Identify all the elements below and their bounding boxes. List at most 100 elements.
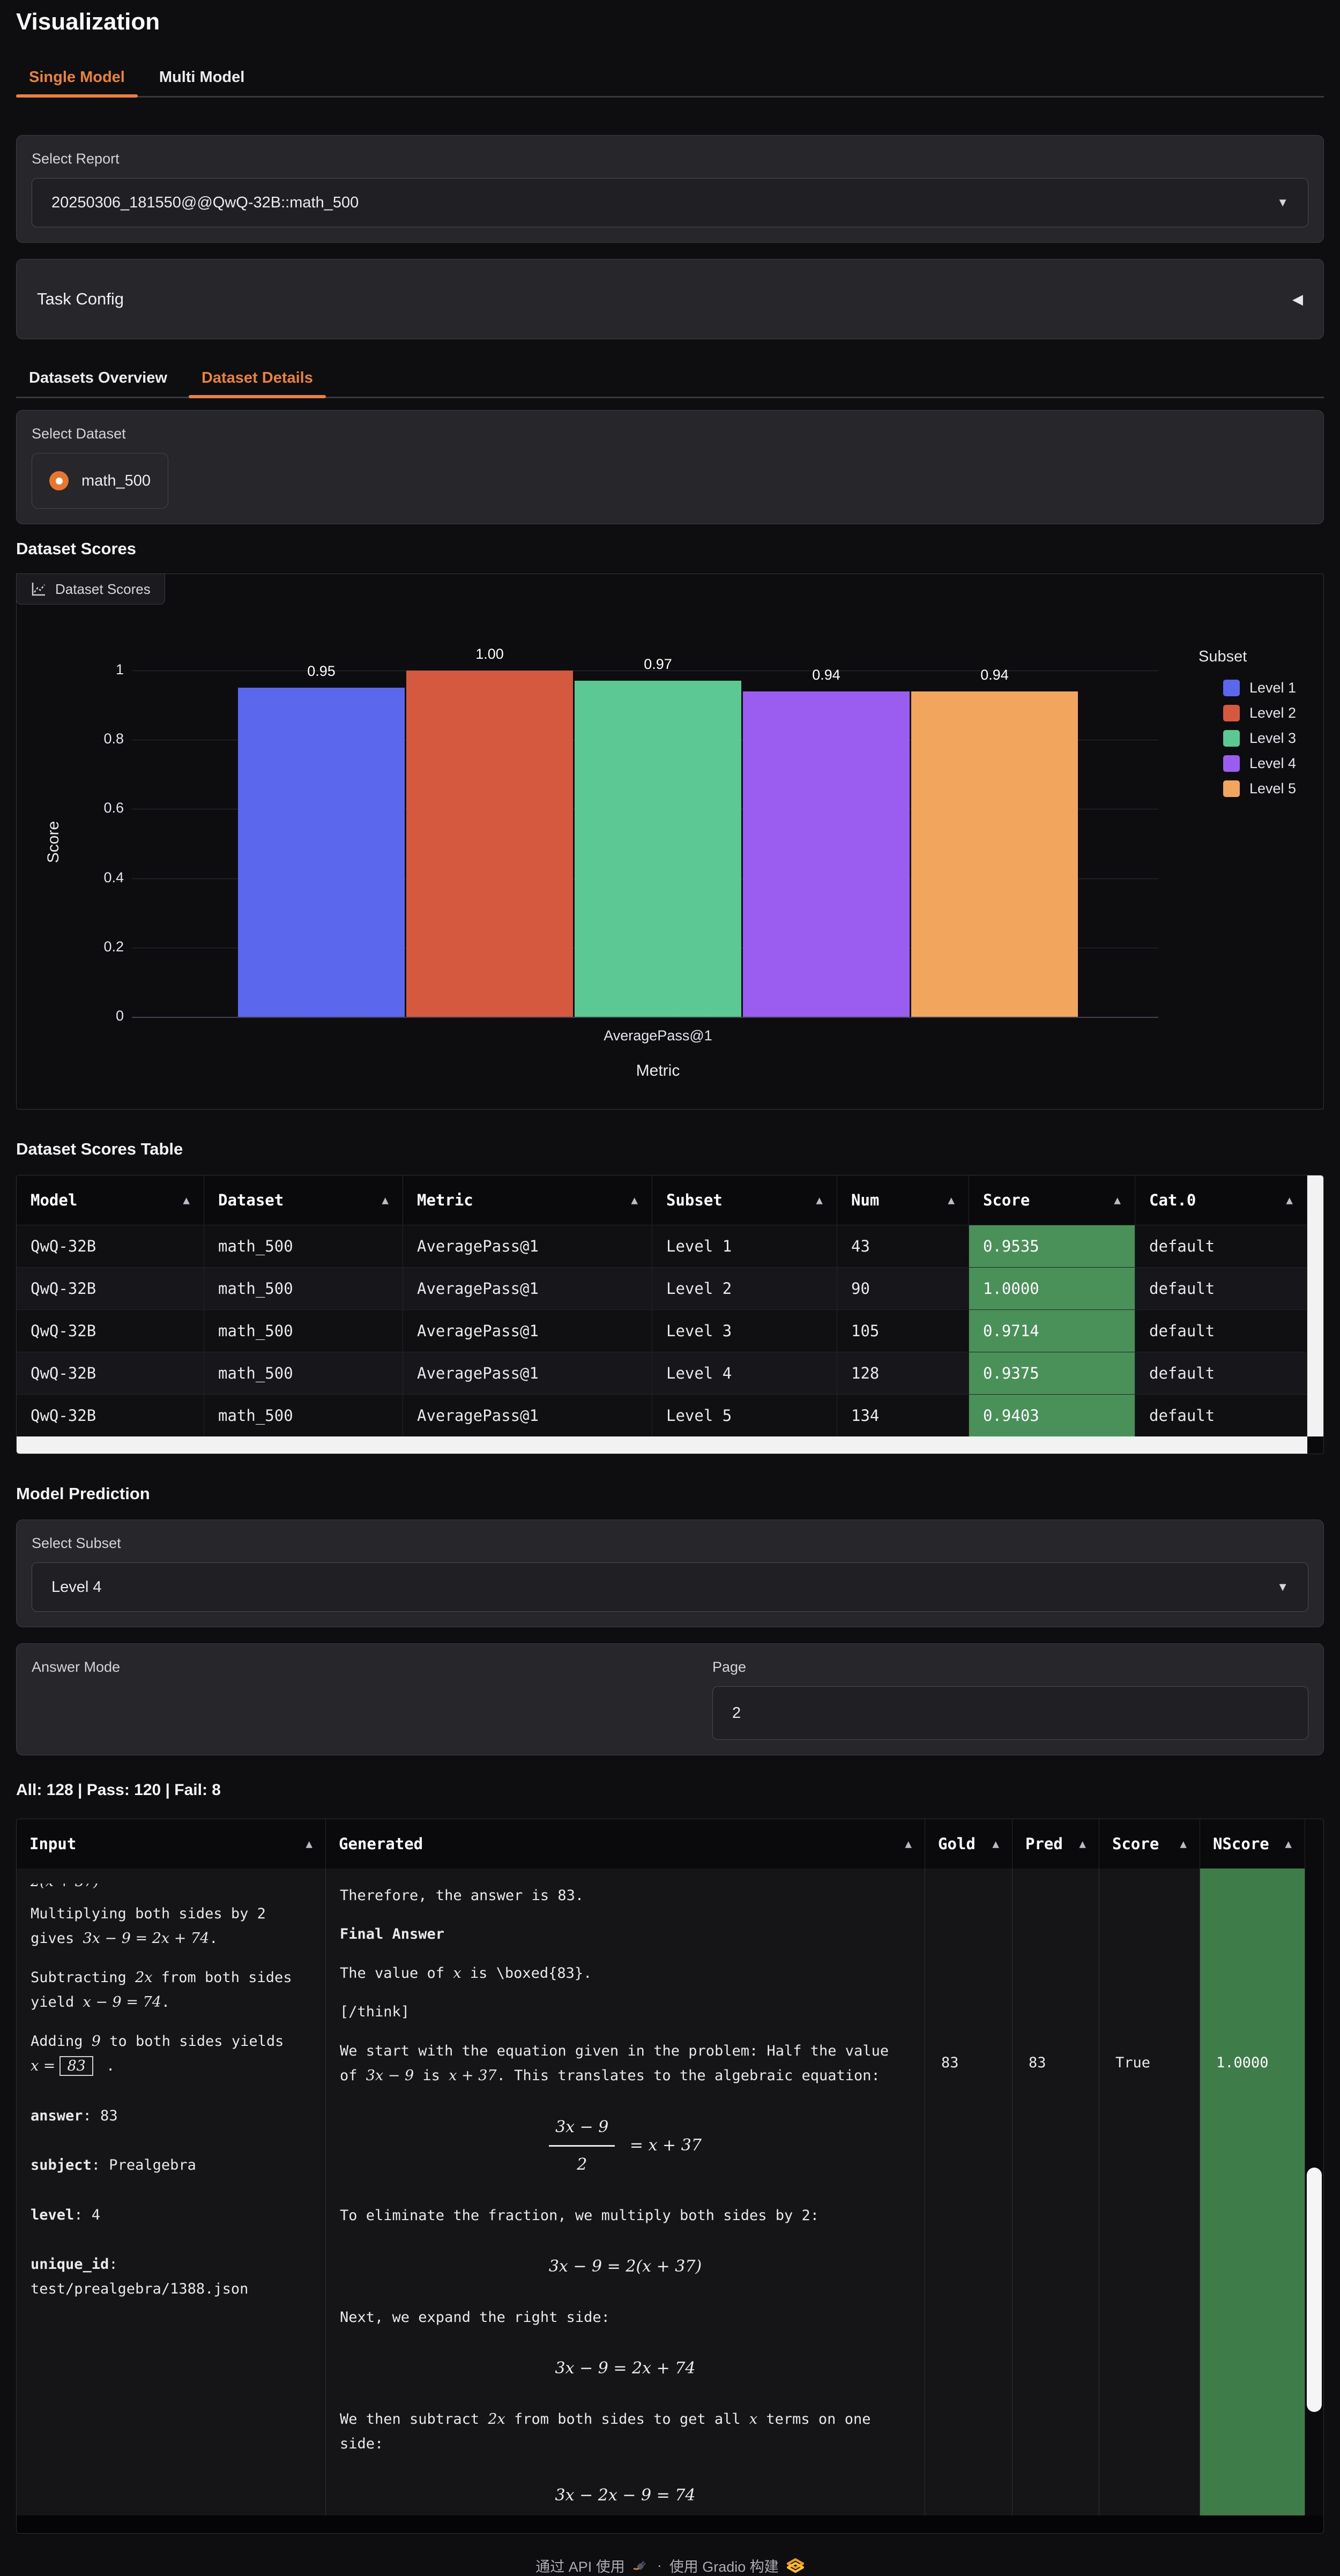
paragraph: Adding 9 to both sides yields x = 83 .	[31, 2029, 311, 2079]
math-span: x − 9 = 74	[83, 1994, 161, 2011]
report-dropdown[interactable]: 20250306_181550@@QwQ-32B::math_500 ▼	[32, 178, 1308, 227]
table-cell: default	[1135, 1394, 1307, 1436]
tab-multi-model[interactable]: Multi Model	[159, 69, 245, 86]
vertical-scrollbar[interactable]	[1307, 1175, 1323, 1436]
legend-swatch	[1223, 680, 1240, 696]
text-span: .	[97, 2058, 115, 2075]
legend-item[interactable]: Level 1	[1198, 675, 1296, 701]
legend-label: Level 4	[1249, 755, 1297, 771]
math-span: 3x − 9	[366, 2067, 414, 2084]
sort-arrow-icon: ▲	[1286, 1194, 1293, 1207]
legend-item[interactable]: Level 4	[1198, 751, 1296, 776]
text-span: terms on one side:	[340, 2410, 871, 2453]
column-header-pred[interactable]: Pred ▲	[1013, 1819, 1099, 1868]
horizontal-scrollbar-track[interactable]	[17, 2515, 1323, 2533]
page-input[interactable]	[712, 1686, 1308, 1740]
gold-cell: 83	[925, 1868, 1013, 2515]
paragraph: Multiplying both sides by 2 gives 3x − 9…	[31, 1902, 311, 1952]
table-cell: 105	[837, 1309, 969, 1352]
table-cell: AveragePass@1	[403, 1394, 652, 1436]
column-header-model[interactable]: Model ▲	[17, 1175, 204, 1225]
table-cell: AveragePass@1	[403, 1352, 652, 1394]
column-header-label: Gold	[938, 1835, 976, 1853]
table-cell: Level 4	[652, 1352, 837, 1394]
legend-label: Level 5	[1249, 780, 1297, 796]
task-config-accordion[interactable]: Task Config ◀	[16, 259, 1324, 339]
tab-dataset-details[interactable]: Dataset Details	[188, 361, 326, 398]
numerator: 3x − 9	[549, 2113, 615, 2147]
select-subset-label: Select Subset	[32, 1535, 121, 1551]
table-cell: Level 2	[652, 1267, 837, 1309]
value-span: : 4	[74, 2206, 101, 2223]
column-header-cat0[interactable]: Cat.0 ▲	[1135, 1175, 1307, 1225]
scrollbar-corner	[1307, 1436, 1323, 1454]
tab-datasets-overview[interactable]: Datasets Overview	[29, 369, 167, 386]
column-header-gold[interactable]: Gold ▲	[925, 1819, 1013, 1868]
column-header-score[interactable]: Score ▲	[1099, 1819, 1200, 1868]
dataset-tabs: Datasets Overview Dataset Details	[16, 361, 1324, 398]
legend-swatch	[1223, 780, 1240, 797]
text-span: . This translates to the algebraic equat…	[496, 2067, 880, 2084]
chart-legend: Subset Level 1 Level 2 Level 3 Level 4 Level …	[1198, 648, 1296, 801]
model-prediction-heading: Model Prediction	[16, 1484, 150, 1503]
plug-icon	[633, 2560, 646, 2570]
tab-single-model[interactable]: Single Model	[16, 60, 138, 98]
key-value-line: answer: 83	[31, 2104, 311, 2128]
legend-swatch	[1223, 755, 1240, 772]
y-axis-tick: 0.6	[103, 800, 124, 816]
column-header-nscore[interactable]: NScore ▲	[1200, 1819, 1305, 1868]
column-header-metric[interactable]: Metric ▲	[403, 1175, 652, 1225]
subset-dropdown[interactable]: Level 4 ▼	[32, 1562, 1308, 1612]
denominator: 2	[577, 2155, 587, 2175]
y-axis-tick: 1	[115, 661, 124, 677]
select-subset-panel: Select Subset Level 4 ▼	[16, 1520, 1324, 1627]
text-span: To eliminate the fraction, we multiply b…	[340, 2207, 820, 2224]
table-cell: Level 1	[652, 1225, 837, 1267]
sort-arrow-icon: ▲	[1285, 1837, 1292, 1850]
legend-item[interactable]: Level 2	[1198, 701, 1296, 726]
horizontal-scrollbar[interactable]	[17, 1436, 1307, 1454]
legend-item[interactable]: Level 5	[1198, 776, 1296, 801]
text-span: The value of	[340, 1964, 453, 1982]
legend-item[interactable]: Level 3	[1198, 726, 1296, 751]
accordion-collapse-icon: ◀	[1292, 291, 1303, 307]
footer-separator: ·	[657, 2557, 662, 2573]
chart-bar-level-4	[743, 691, 910, 1017]
column-header-generated[interactable]: Generated ▲	[326, 1819, 925, 1868]
table-cell: QwQ-32B	[17, 1267, 204, 1309]
column-header-score[interactable]: Score ▲	[969, 1175, 1135, 1225]
report-dropdown-value: 20250306_181550@@QwQ-32B::math_500	[51, 193, 359, 211]
column-header-label: Input	[29, 1835, 77, 1853]
table-cell: QwQ-32B	[17, 1352, 204, 1394]
select-report-label: Select Report	[32, 151, 120, 167]
sort-arrow-icon: ▲	[992, 1837, 999, 1850]
key-span: level	[31, 2206, 75, 2223]
select-dataset-label: Select Dataset	[32, 426, 126, 442]
chart-bar-level-1	[238, 688, 405, 1017]
table-cell: QwQ-32B	[17, 1394, 204, 1436]
column-header-label: Num	[851, 1191, 880, 1209]
key-span: unique_id	[31, 2255, 109, 2273]
table-cell: default	[1135, 1309, 1307, 1352]
text-span: We start with the equation given in the …	[340, 2042, 889, 2084]
text-span: Multiplying both sides by 2 gives	[31, 1905, 266, 1947]
sort-arrow-icon: ▲	[631, 1194, 638, 1207]
text-span: Therefore, the answer is 83.	[340, 1887, 584, 1904]
paragraph: Subtracting 2x from both sides yield x −…	[31, 1965, 311, 2015]
vertical-scrollbar-track[interactable]	[1305, 1819, 1323, 2515]
math-span: 2x	[488, 2410, 505, 2428]
sort-arrow-icon: ▲	[1114, 1194, 1121, 1207]
paragraph: The value of x is \boxed{83}.	[340, 1961, 911, 1986]
column-header-input[interactable]: Input ▲	[17, 1819, 326, 1868]
table-cell: default	[1135, 1352, 1307, 1394]
chart-panel-tab[interactable]: Dataset Scores	[16, 574, 165, 605]
column-header-label: Subset	[666, 1191, 723, 1209]
column-header-num[interactable]: Num ▲	[837, 1175, 969, 1225]
table-cell: QwQ-32B	[17, 1225, 204, 1267]
vertical-scrollbar-thumb[interactable]	[1307, 2168, 1322, 2412]
column-header-dataset[interactable]: Dataset ▲	[204, 1175, 403, 1225]
column-header-label: Cat.0	[1149, 1191, 1196, 1209]
column-header-label: NScore	[1213, 1835, 1269, 1853]
dataset-radio-math500[interactable]: math_500	[32, 453, 168, 509]
column-header-subset[interactable]: Subset ▲	[652, 1175, 837, 1225]
